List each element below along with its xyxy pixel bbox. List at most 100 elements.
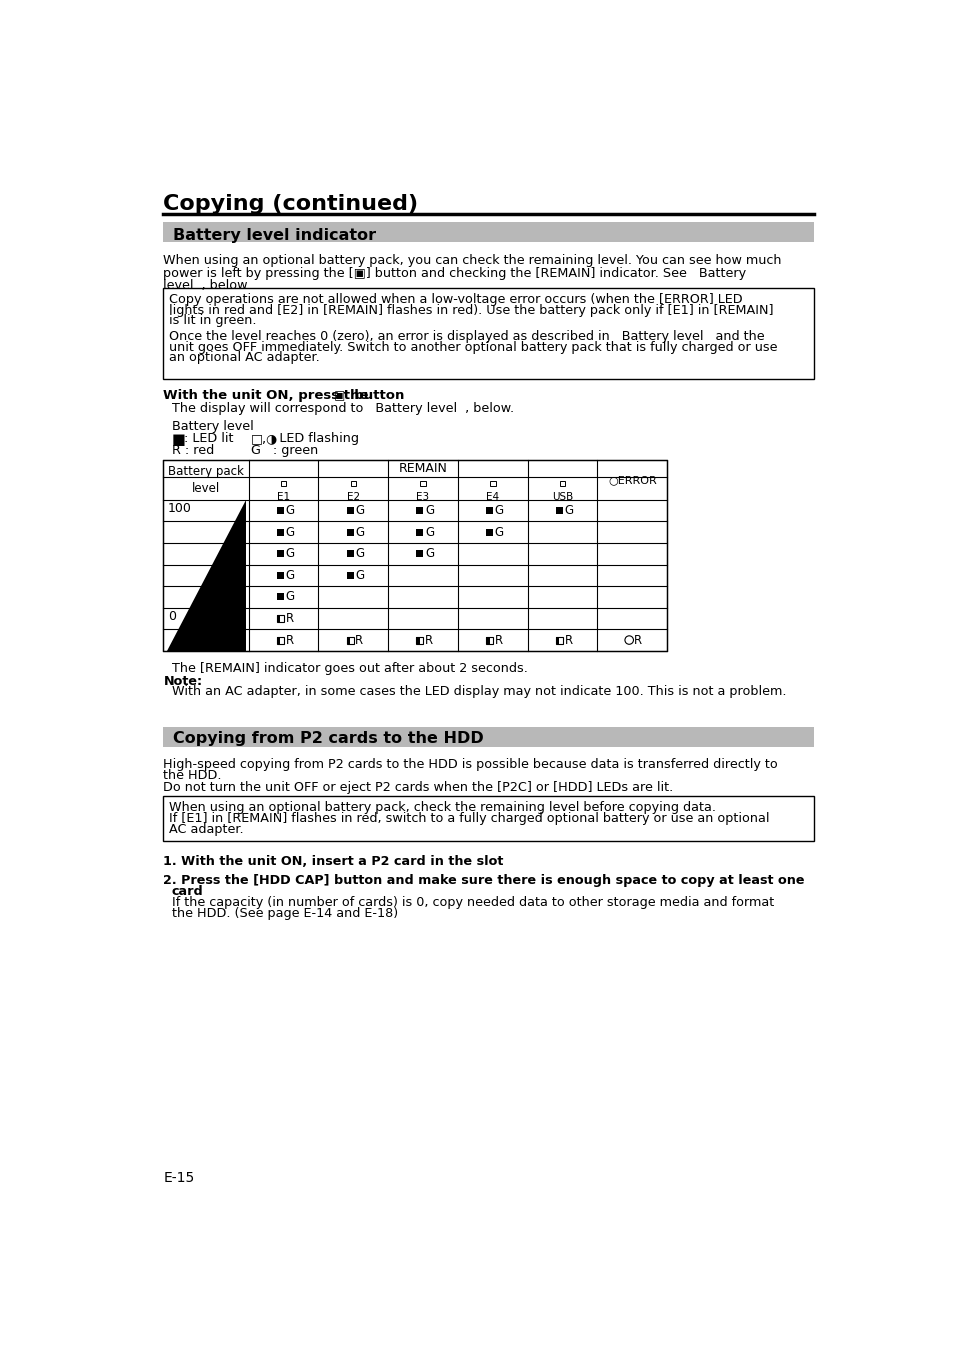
Text: E-15: E-15 — [163, 1171, 194, 1184]
Text: R: R — [495, 634, 502, 646]
Text: 0: 0 — [168, 610, 176, 623]
Text: R : red: R : red — [172, 444, 214, 457]
Text: R: R — [634, 634, 641, 646]
Bar — [486, 529, 493, 536]
Text: When using an optional battery pack, check the remaining level before copying da: When using an optional battery pack, che… — [169, 801, 715, 813]
Text: AC adapter.: AC adapter. — [169, 823, 243, 835]
Text: level  , below.: level , below. — [163, 279, 251, 291]
Text: R: R — [285, 612, 294, 625]
Text: USB: USB — [552, 492, 573, 502]
Bar — [163, 460, 666, 650]
Text: G: G — [355, 505, 364, 517]
Text: E1: E1 — [276, 492, 290, 502]
Bar — [350, 480, 355, 486]
Bar — [416, 507, 423, 514]
Text: When using an optional battery pack, you can check the remaining level. You can : When using an optional battery pack, you… — [163, 254, 781, 267]
Text: E4: E4 — [486, 492, 498, 502]
Text: If [E1] in [REMAIN] flashes in red, switch to a fully charged optional battery o: If [E1] in [REMAIN] flashes in red, swit… — [169, 812, 768, 824]
Text: Battery pack
level: Battery pack level — [168, 465, 244, 495]
Bar — [556, 637, 562, 643]
Bar — [163, 289, 814, 379]
Text: the HDD. (See page E-14 and E-18): the HDD. (See page E-14 and E-18) — [172, 908, 397, 920]
Bar — [276, 615, 284, 622]
Text: REMAIN: REMAIN — [398, 461, 447, 475]
Text: G   : green: G : green — [251, 444, 318, 457]
Bar — [416, 529, 423, 536]
Bar — [486, 637, 493, 643]
Text: ▣: ▣ — [330, 389, 349, 402]
Text: Battery level indicator: Battery level indicator — [172, 228, 375, 243]
Bar — [416, 637, 423, 643]
Text: With the unit ON, press the: With the unit ON, press the — [163, 389, 369, 402]
Bar — [346, 529, 354, 536]
Text: lights in red and [E2] in [REMAIN] flashes in red). Use the battery pack only if: lights in red and [E2] in [REMAIN] flash… — [169, 304, 773, 317]
Text: □,◑: □,◑ — [251, 432, 278, 445]
Text: E2: E2 — [346, 492, 359, 502]
Bar — [276, 507, 284, 514]
Bar — [276, 615, 280, 622]
Text: G: G — [355, 548, 364, 560]
Bar — [163, 796, 814, 840]
Text: : LED flashing: : LED flashing — [271, 432, 358, 445]
Text: G: G — [285, 548, 294, 560]
Bar — [420, 480, 425, 486]
Text: Note:: Note: — [163, 674, 202, 688]
Text: G: G — [285, 505, 294, 517]
Circle shape — [624, 635, 633, 645]
Text: ○ERROR: ○ERROR — [607, 475, 656, 484]
Bar — [276, 572, 284, 579]
Text: E3: E3 — [416, 492, 429, 502]
Bar — [276, 637, 280, 643]
Text: R: R — [424, 634, 433, 646]
Text: G: G — [355, 569, 364, 581]
Text: Once the level reaches 0 (zero), an error is displayed as described in   Battery: Once the level reaches 0 (zero), an erro… — [169, 329, 763, 343]
Bar — [276, 529, 284, 536]
Text: If the capacity (in number of cards) is 0, copy needed data to other storage med: If the capacity (in number of cards) is … — [172, 897, 774, 909]
Bar — [346, 507, 354, 514]
Bar — [163, 223, 814, 241]
Text: G: G — [285, 569, 294, 581]
Text: Copying (continued): Copying (continued) — [163, 194, 418, 214]
Text: Battery level: Battery level — [172, 420, 253, 433]
Bar — [276, 550, 284, 557]
Bar — [346, 637, 350, 643]
Text: The display will correspond to   Battery level  , below.: The display will correspond to Battery l… — [172, 402, 514, 415]
Text: unit goes OFF immediately. Switch to another optional battery pack that is fully: unit goes OFF immediately. Switch to ano… — [169, 340, 777, 353]
Text: button: button — [344, 389, 404, 402]
Bar — [346, 550, 354, 557]
Text: High-speed copying from P2 cards to the HDD is possible because data is transfer: High-speed copying from P2 cards to the … — [163, 758, 778, 770]
Text: G: G — [424, 505, 434, 517]
Bar — [416, 550, 423, 557]
Text: power is left by pressing the [▣] button and checking the [REMAIN] indicator. Se: power is left by pressing the [▣] button… — [163, 267, 746, 279]
Text: 100: 100 — [168, 502, 192, 515]
Text: G: G — [285, 591, 294, 603]
Text: ■: ■ — [172, 432, 186, 447]
Text: R: R — [564, 634, 572, 646]
Text: The [REMAIN] indicator goes out after about 2 seconds.: The [REMAIN] indicator goes out after ab… — [172, 661, 527, 674]
Text: Copy operations are not allowed when a low-voltage error occurs (when the [ERROR: Copy operations are not allowed when a l… — [169, 293, 741, 306]
Bar — [486, 637, 489, 643]
Text: With an AC adapter, in some cases the LED display may not indicate 100. This is : With an AC adapter, in some cases the LE… — [172, 685, 785, 699]
Text: G: G — [564, 505, 573, 517]
Text: an optional AC adapter.: an optional AC adapter. — [169, 351, 319, 364]
Text: G: G — [495, 505, 503, 517]
Text: 2. Press the [HDD CAP] button and make sure there is enough space to copy at lea: 2. Press the [HDD CAP] button and make s… — [163, 874, 804, 888]
Bar — [416, 637, 419, 643]
Text: G: G — [285, 526, 294, 538]
Text: G: G — [495, 526, 503, 538]
Text: the HDD.: the HDD. — [163, 769, 222, 782]
Bar — [490, 480, 495, 486]
Polygon shape — [167, 500, 245, 650]
Text: card: card — [172, 885, 204, 898]
Bar — [346, 572, 354, 579]
Bar — [486, 507, 493, 514]
Bar — [556, 637, 558, 643]
Bar — [276, 594, 284, 600]
Text: 1. With the unit ON, insert a P2 card in the slot: 1. With the unit ON, insert a P2 card in… — [163, 855, 503, 867]
Bar — [346, 637, 354, 643]
Text: R: R — [355, 634, 363, 646]
Text: Copying from P2 cards to the HDD: Copying from P2 cards to the HDD — [172, 731, 483, 746]
Bar — [556, 507, 562, 514]
Bar — [276, 637, 284, 643]
Text: G: G — [355, 526, 364, 538]
